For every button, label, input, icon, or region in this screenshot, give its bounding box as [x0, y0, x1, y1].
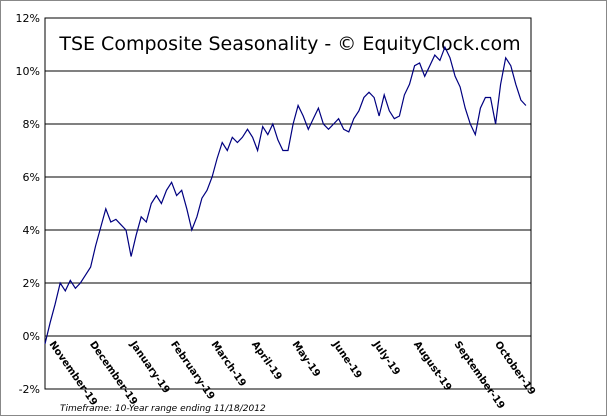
y-tick-label: -2%: [19, 383, 40, 396]
footnote: Timeframe: 10-Year range ending 11/18/20…: [60, 404, 266, 414]
y-tick-label: 6%: [23, 171, 40, 184]
y-tick-label: 0%: [23, 330, 40, 343]
chart-title: TSE Composite Seasonality - © EquityCloc…: [58, 33, 520, 55]
y-tick-label: 10%: [16, 65, 40, 78]
y-tick-label: 4%: [23, 224, 40, 237]
y-tick-label: 8%: [23, 118, 40, 131]
y-tick-label: 2%: [23, 277, 40, 290]
data-line: [44, 45, 527, 345]
y-tick-label: 12%: [16, 12, 40, 25]
